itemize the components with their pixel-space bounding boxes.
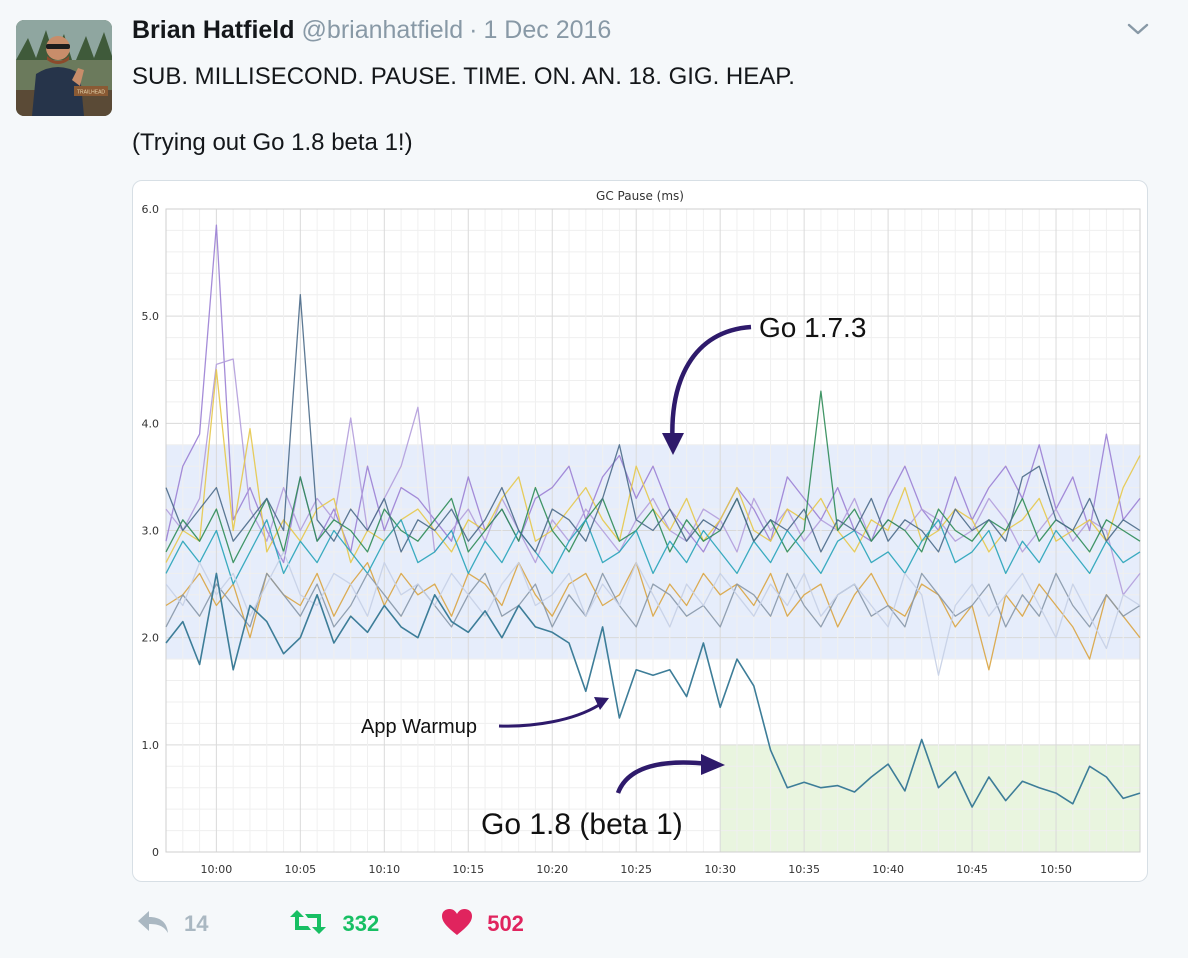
arrow-go18-icon (615, 760, 710, 794)
y-tick-label: 3.0 (142, 525, 160, 538)
arrowhead-go18-icon (701, 754, 725, 775)
tweet-actions: 14 332 502 (136, 904, 524, 944)
x-tick-label: 10:05 (284, 863, 316, 876)
x-axis-ticks: 10:00 10:05 10:10 10:15 10:20 10:25 10:30 10:35… (201, 863, 1072, 876)
user-avatar[interactable]: TRAILHEAD (16, 20, 112, 116)
x-tick-label: 10:15 (452, 863, 484, 876)
series-line-go17 (165, 390, 1141, 564)
y-tick-label: 0 (152, 846, 159, 859)
chevron-down-icon[interactable] (1126, 20, 1150, 38)
tweet-header: Brian Hatfield @brianhatfield · 1 Dec 20… (132, 16, 611, 50)
annotation-go17: Go 1.7.3 (759, 312, 866, 343)
tweet-date[interactable]: 1 Dec 2016 (483, 16, 612, 44)
series-line-go17 (165, 519, 1141, 585)
x-tick-label: 10:20 (536, 863, 568, 876)
band-go18 (720, 744, 1140, 852)
gc-pause-chart: GC Pause (ms) 01.02.03.04.05.06.0 10:00 1… (142, 189, 1141, 876)
series-line-go17 (165, 561, 1141, 671)
x-tick-label: 10:25 (620, 863, 652, 876)
series-line-go17 (165, 294, 1141, 553)
chart-series (165, 224, 1141, 808)
arrow-warmup-icon (498, 703, 600, 728)
x-tick-label: 10:35 (788, 863, 820, 876)
annotation-warmup: App Warmup (361, 716, 477, 738)
annotation-go18: Go 1.8 (beta 1) (481, 808, 683, 841)
chart-annotations: Go 1.7.3 App Warmup Go 1.8 (beta 1) (361, 312, 866, 841)
y-tick-label: 2.0 (142, 632, 160, 645)
retweet-button[interactable]: 332 (288, 908, 379, 941)
header-separator: · (469, 16, 478, 44)
reply-icon (136, 909, 170, 940)
tweet-media-chart[interactable]: GC Pause (ms) 0 1.0 2.0 3.0 4.0 5.0 6.0 10:00 1… (132, 180, 1148, 882)
y-tick-label: 1.0 (142, 739, 160, 752)
arrowhead-warmup-icon (594, 697, 609, 710)
tweet-text: SUB. MILLISECOND. PAUSE. TIME. ON. AN. 1… (132, 62, 1142, 158)
x-tick-label: 10:10 (368, 863, 400, 876)
y-tick-label: 6.0 (142, 203, 160, 216)
like-button[interactable]: 502 (441, 908, 524, 941)
retweet-icon (288, 908, 328, 941)
series-line-go17 (165, 358, 1141, 596)
series-line-go17 (165, 224, 1141, 564)
x-tick-label: 10:45 (956, 863, 988, 876)
series-line-go18 (165, 572, 1141, 808)
like-count: 502 (487, 911, 524, 936)
x-tick-label: 10:50 (1040, 863, 1072, 876)
y-tick-label: 5.0 (142, 310, 160, 323)
author-handle[interactable]: @brianhatfield (301, 16, 464, 44)
arrow-go17-icon (670, 324, 752, 450)
x-tick-label: 10:00 (201, 863, 233, 876)
heart-icon (441, 908, 473, 941)
reply-count: 14 (184, 911, 209, 936)
series-line-go17 (165, 572, 1141, 628)
tweet-text-line-2: (Trying out Go 1.8 beta 1!) (132, 129, 413, 156)
retweet-count: 332 (342, 911, 380, 936)
tweet-text-line-1: SUB. MILLISECOND. PAUSE. TIME. ON. AN. 1… (132, 63, 795, 90)
x-tick-label: 10:30 (704, 863, 736, 876)
arrowhead-go17-icon (662, 433, 684, 455)
chart-title: GC Pause (ms) (596, 189, 684, 203)
y-tick-label: 4.0 (142, 417, 160, 430)
reply-button[interactable]: 14 (136, 909, 208, 940)
x-tick-label: 10:40 (872, 863, 904, 876)
avatar-sign-text: TRAILHEAD (77, 90, 105, 96)
series-line-go17 (165, 551, 1141, 676)
author-name[interactable]: Brian Hatfield (132, 16, 295, 44)
y-axis-ticks: 0 1.0 2.0 3.0 4.0 5.0 6.0 (142, 203, 160, 859)
